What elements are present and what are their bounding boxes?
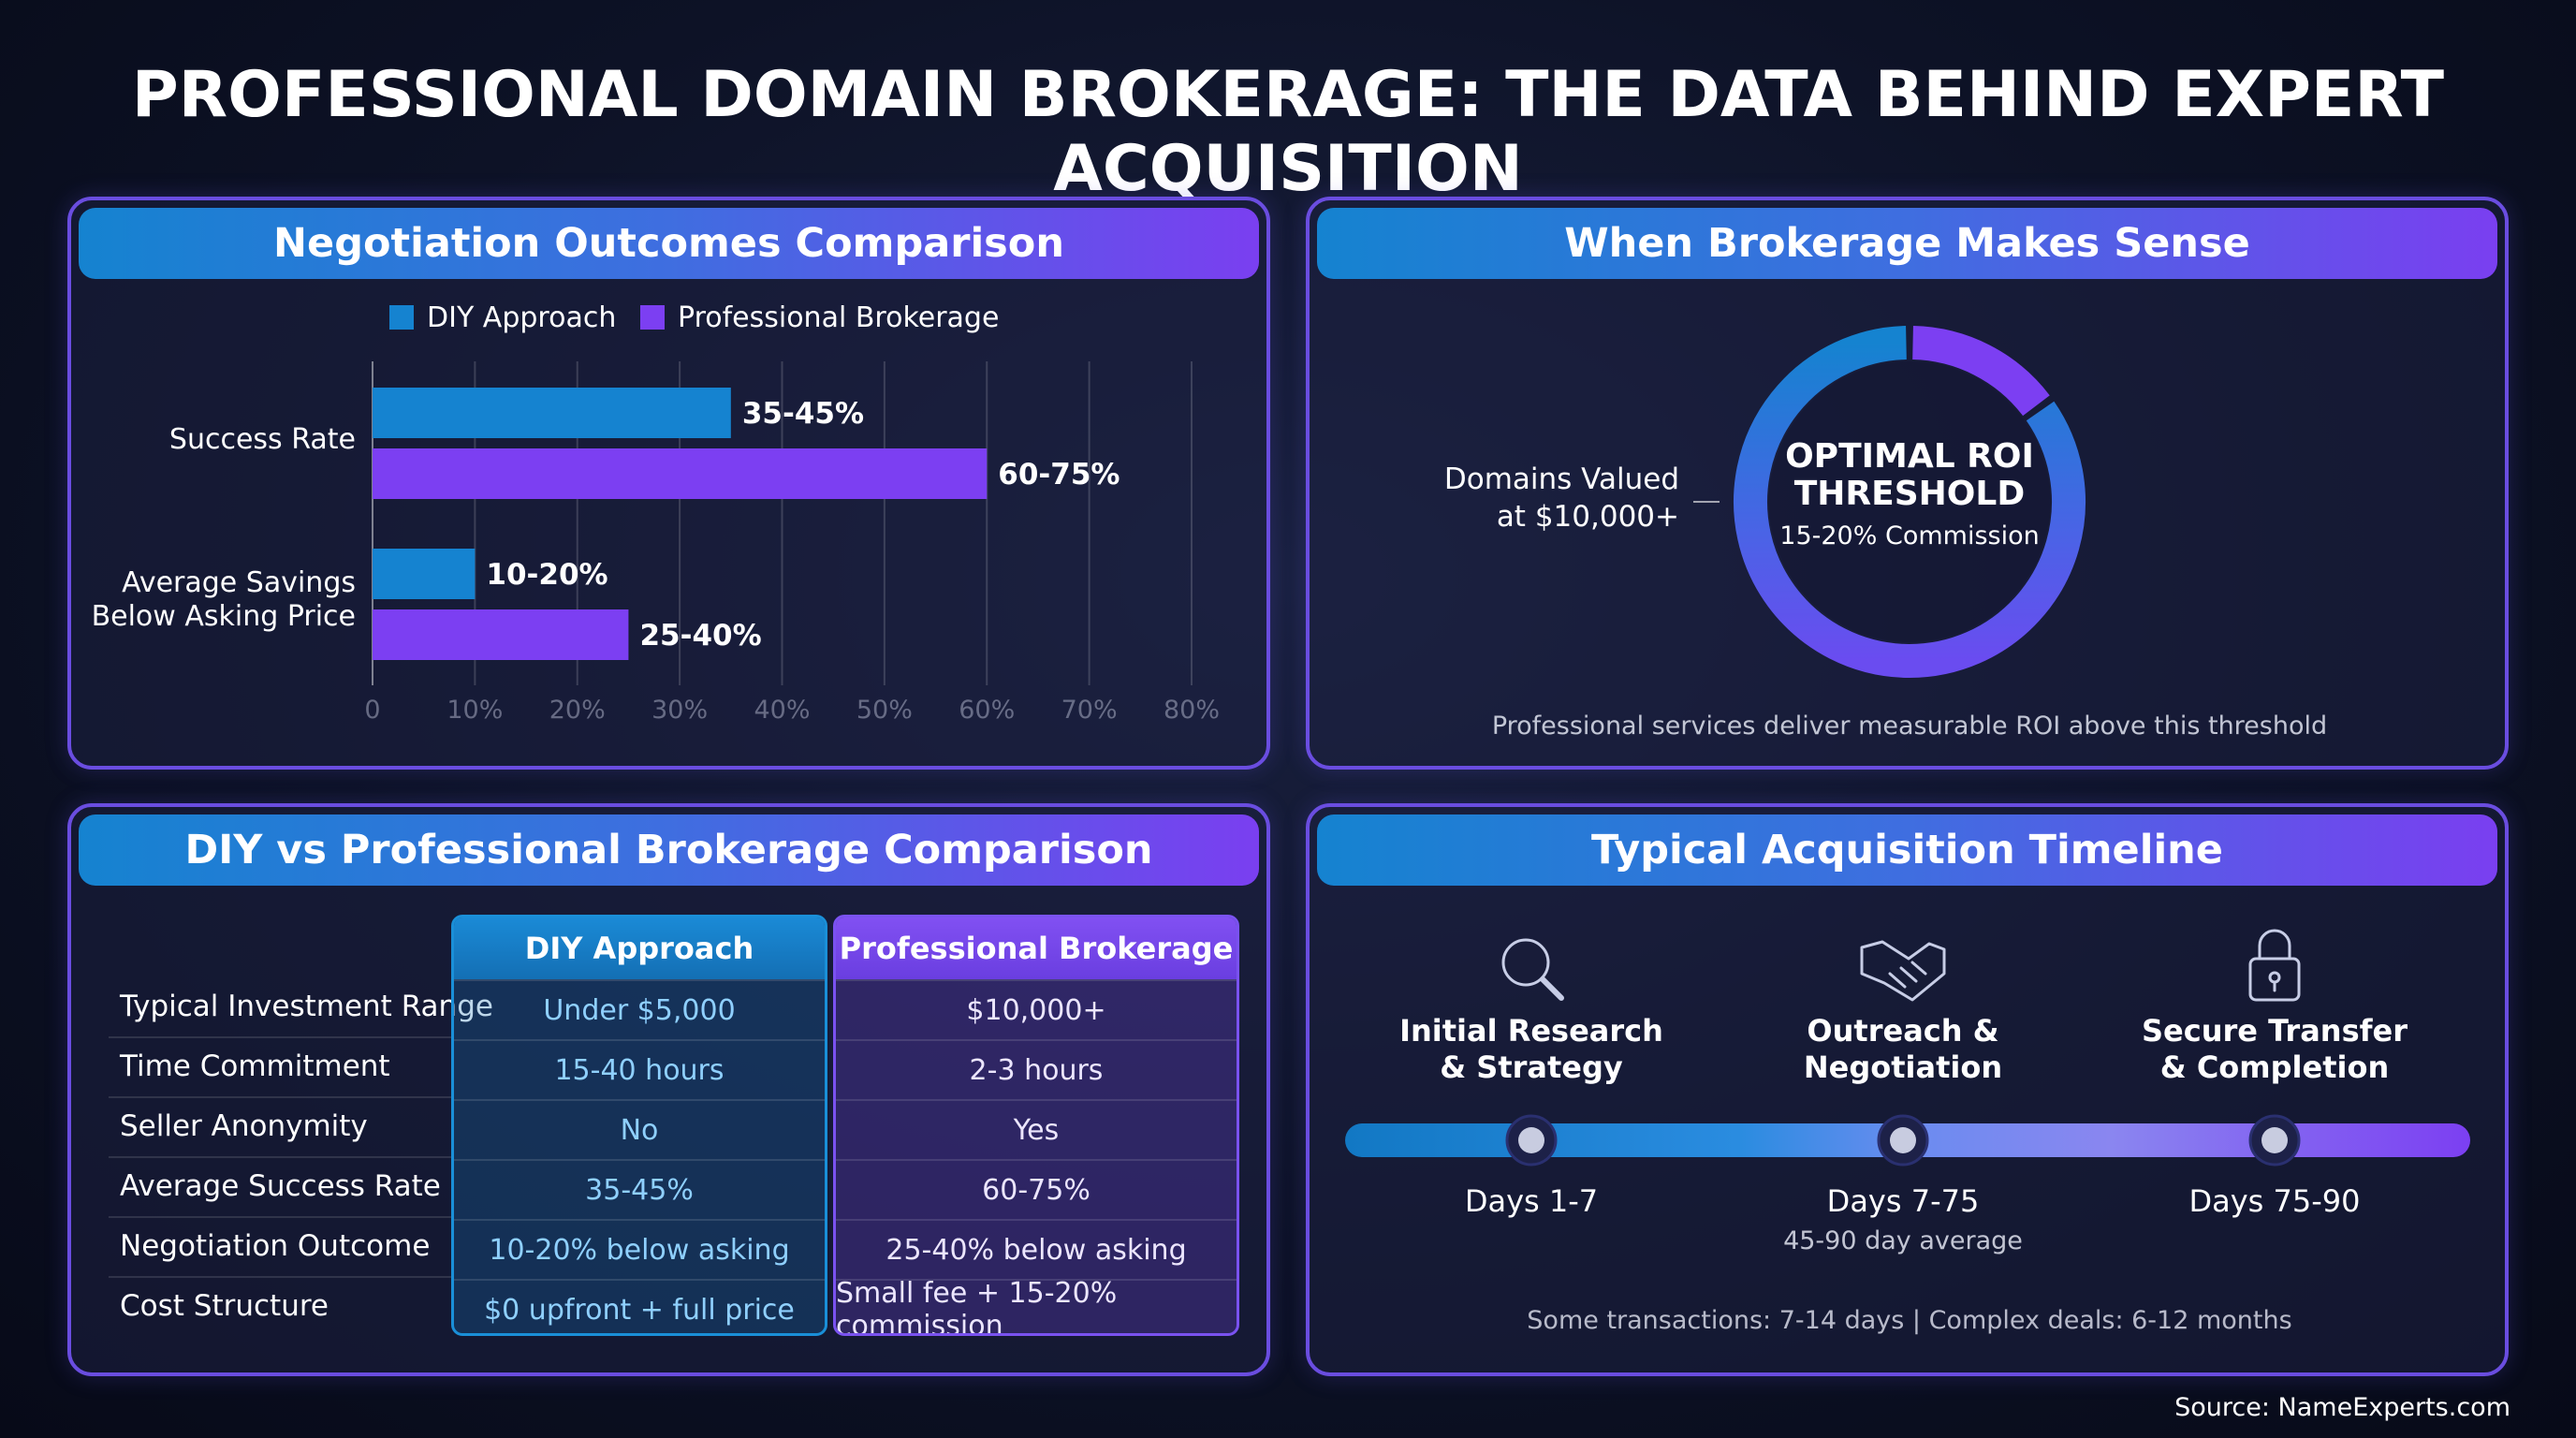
row-divider xyxy=(109,1156,451,1158)
diy-cell: 10-20% below asking xyxy=(454,1219,825,1279)
roi-header: When Brokerage Makes Sense xyxy=(1317,208,2497,279)
row-divider xyxy=(109,1276,451,1278)
pro-cell: Small fee + 15-20% commission xyxy=(836,1277,1237,1333)
pro-cell: $10,000+ xyxy=(836,979,1237,1039)
x-tick-label: 70% xyxy=(1061,696,1118,725)
bar-0-0 xyxy=(373,388,731,438)
comparison-panel: DIY vs Professional Brokerage Comparison… xyxy=(67,803,1270,1376)
donut-center xyxy=(1769,361,2050,642)
bar-data-label: 10-20% xyxy=(486,558,607,592)
timeline-panel: Typical Acquisition Timeline Initial Res… xyxy=(1306,803,2509,1376)
pro-column-header: Professional Brokerage xyxy=(836,917,1237,979)
donut-center-subtitle: 15-20% Commission xyxy=(1779,521,2039,550)
row-label: Typical Investment Range xyxy=(120,990,493,1023)
diy-cell: Under $5,000 xyxy=(454,979,825,1039)
x-tick-label: 0 xyxy=(364,696,380,725)
x-tick-label: 40% xyxy=(754,696,810,725)
bar-data-label: 60-75% xyxy=(998,458,1120,492)
step-title-2: & Completion xyxy=(2160,1049,2389,1085)
row-label: Negotiation Outcome xyxy=(120,1229,431,1263)
milestone-dot xyxy=(1518,1127,1544,1153)
bar-1-0 xyxy=(373,549,476,599)
x-tick-label: 30% xyxy=(651,696,708,725)
pro-column: Professional Brokerage $10,000+ 2-3 hours… xyxy=(833,915,1239,1336)
bar-1-1 xyxy=(373,609,629,660)
x-tick-label: 80% xyxy=(1164,696,1220,725)
x-tick-label: 50% xyxy=(856,696,913,725)
step-days: Days 75-90 xyxy=(2188,1183,2360,1219)
milestone-dot xyxy=(1890,1127,1916,1153)
timeline-graphic: Initial Research& Strategy Days 1-7 Outrea… xyxy=(1345,929,2470,1335)
diy-cell: $0 upfront + full price xyxy=(454,1279,825,1333)
row-divider xyxy=(109,1216,451,1218)
handshake-icon xyxy=(1860,940,1946,1002)
diy-cell: No xyxy=(454,1099,825,1159)
category-label-1b: Below Asking Price xyxy=(92,600,356,633)
callout-line-1: Domains Valued xyxy=(1444,462,1679,496)
legend-swatch-0 xyxy=(389,305,414,330)
step-days: Days 7-75 xyxy=(1827,1183,1980,1219)
diy-column-header: DIY Approach xyxy=(454,917,825,979)
step-title-1: Outreach & xyxy=(1807,1013,1998,1049)
row-divider xyxy=(109,1096,451,1098)
step-title-1: Initial Research xyxy=(1399,1013,1663,1049)
legend-swatch-1 xyxy=(640,305,665,330)
lock-icon xyxy=(2248,929,2301,1002)
magnifier-icon xyxy=(1501,938,1564,1001)
category-label-0: Success Rate xyxy=(169,423,356,456)
category-label-1a: Average Savings xyxy=(122,566,356,599)
donut-center-title-2: THRESHOLD xyxy=(1794,475,2025,513)
donut-slice-1 xyxy=(1734,326,2086,678)
chart-legend: DIY Approach Professional Brokerage xyxy=(389,301,999,334)
row-label: Average Success Rate xyxy=(120,1169,441,1203)
row-label: Cost Structure xyxy=(120,1289,329,1323)
bar-data-label: 35-45% xyxy=(742,397,864,431)
legend-label-0: DIY Approach xyxy=(427,301,616,334)
timeline-footnote: Some transactions: 7-14 days | Complex d… xyxy=(1527,1306,2291,1335)
negotiation-header: Negotiation Outcomes Comparison xyxy=(79,208,1259,279)
legend-label-1: Professional Brokerage xyxy=(678,301,999,334)
bar-0-1 xyxy=(373,448,988,499)
x-tick-label: 60% xyxy=(959,696,1015,725)
diy-cell: 15-40 hours xyxy=(454,1039,825,1099)
row-label: Seller Anonymity xyxy=(120,1109,368,1143)
milestone-dot xyxy=(2261,1127,2288,1153)
negotiation-panel: Negotiation Outcomes Comparison DIY Appr… xyxy=(67,197,1270,770)
callout-line-2: at $10,000+ xyxy=(1497,500,1679,534)
bar-data-label: 25-40% xyxy=(639,619,761,653)
source-note: Source: NameExperts.com xyxy=(2174,1393,2510,1422)
roi-panel: When Brokerage Makes Sense OPTIMAL ROI TH… xyxy=(1306,197,2509,770)
step-title-1: Secure Transfer xyxy=(2142,1013,2408,1049)
pro-cell: 25-40% below asking xyxy=(836,1219,1237,1279)
step-days: Days 1-7 xyxy=(1465,1183,1598,1219)
diy-cell: 35-45% xyxy=(454,1159,825,1219)
row-label: Time Commitment xyxy=(120,1049,390,1083)
donut-center-title-1: OPTIMAL ROI xyxy=(1785,437,2034,476)
roi-footnote: Professional services deliver measurable… xyxy=(1492,712,2327,741)
pro-cell: Yes xyxy=(836,1099,1237,1159)
step-title-2: & Strategy xyxy=(1440,1049,1623,1085)
comparison-header: DIY vs Professional Brokerage Comparison xyxy=(79,814,1259,886)
diy-column: DIY Approach Under $5,000 15-40 hours No 35… xyxy=(451,915,827,1336)
timeline-header: Typical Acquisition Timeline xyxy=(1317,814,2497,886)
x-tick-label: 20% xyxy=(549,696,606,725)
step-title-2: Negotiation xyxy=(1804,1049,2002,1085)
pro-cell: 2-3 hours xyxy=(836,1039,1237,1099)
row-divider xyxy=(109,1036,451,1038)
page-title: PROFESSIONAL DOMAIN BROKERAGE: THE DATA … xyxy=(131,58,2445,206)
x-tick-label: 10% xyxy=(446,696,503,725)
pro-cell: 60-75% xyxy=(836,1159,1237,1219)
negotiation-bar-chart: DIY Approach Professional Brokerage 0 10% 20… xyxy=(92,301,1220,725)
donut-slice-0 xyxy=(1911,326,2050,417)
step-note: 45-90 day average xyxy=(1783,1226,2023,1255)
